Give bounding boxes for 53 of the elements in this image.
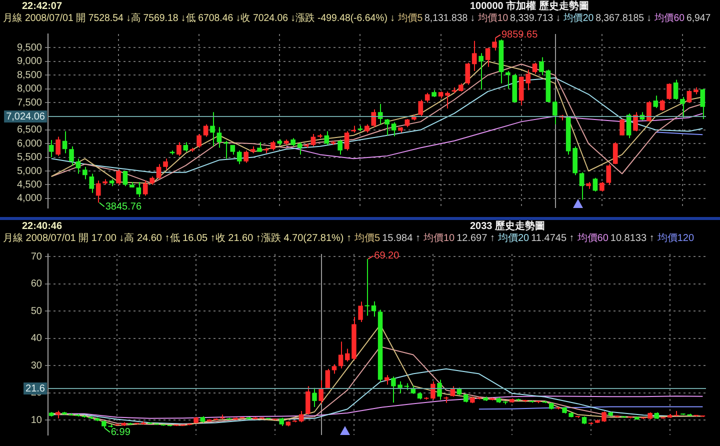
text: 均價5 — [398, 13, 423, 24]
chart-subtitle: 22:42:07 — [22, 0, 62, 13]
y-tick-label: 6,500 — [16, 124, 42, 136]
y-tick-label: 4,500 — [16, 179, 42, 190]
y-tick-label: 8,500 — [16, 70, 42, 81]
text: 8,367.8185 ↓ — [596, 13, 652, 24]
text: 6,947 — [686, 13, 711, 24]
text: 均價20 — [564, 13, 594, 24]
y-tick-label: 30 — [30, 360, 42, 372]
chart-subtitle: 22:40:46 — [22, 220, 62, 233]
candlestick — [224, 140, 228, 160]
text: 均價60 — [577, 233, 608, 244]
ref-line-label: 7,024.06 — [6, 111, 46, 122]
text: 均價10 — [423, 233, 455, 244]
candlestick — [318, 134, 322, 139]
candlestick — [483, 396, 488, 402]
chart-title: 100000 市加權 歷史走勢圖 — [470, 0, 589, 13]
text: 3845.76 — [105, 201, 142, 212]
candlestick — [190, 147, 195, 152]
text: 11.4745 ↑ — [531, 233, 574, 244]
text: 均價20 — [498, 233, 530, 244]
y-tick-label: 50 — [30, 306, 42, 317]
candlestick — [351, 125, 356, 134]
y-tick-label: 5,000 — [16, 166, 42, 177]
ref-line-label: 21.6 — [26, 383, 46, 394]
candlestick — [510, 398, 514, 404]
y-tick-label: 60 — [30, 278, 42, 290]
y-tick-label: 4,000 — [16, 193, 42, 204]
text: 8,339.713 ↓ — [510, 13, 561, 24]
y-tick-label: 70 — [30, 251, 42, 262]
y-tick-label: 9,000 — [16, 56, 42, 68]
text: 6.99 — [110, 426, 130, 438]
candlestick — [257, 142, 262, 152]
chart-title: 2033 歷史走勢圖 — [470, 220, 546, 233]
candlestick — [130, 181, 134, 188]
candlestick — [304, 143, 309, 148]
text: 12.697 ↑ — [456, 233, 495, 244]
y-tick-label: 5,500 — [16, 152, 42, 164]
text: 69.20 — [374, 250, 400, 262]
y-tick-label: 6,000 — [16, 138, 42, 150]
text: 均價60 — [654, 13, 685, 24]
text: 均價10 — [478, 13, 508, 24]
y-tick-label: 7,500 — [16, 97, 42, 108]
y-tick-label: 40 — [30, 333, 42, 344]
y-tick-label: 8,000 — [16, 84, 42, 95]
text: 9859.65 — [502, 30, 538, 41]
text: 8,131.838 ↓ — [424, 13, 476, 24]
y-tick-label: 10 — [30, 414, 42, 426]
text: 均價120 — [657, 233, 694, 244]
text: 均價5 — [354, 233, 380, 244]
text: 10.8133 ↑ — [610, 233, 654, 244]
y-tick-label: 9,500 — [16, 42, 42, 54]
text: 15.984 ↑ — [382, 233, 420, 244]
